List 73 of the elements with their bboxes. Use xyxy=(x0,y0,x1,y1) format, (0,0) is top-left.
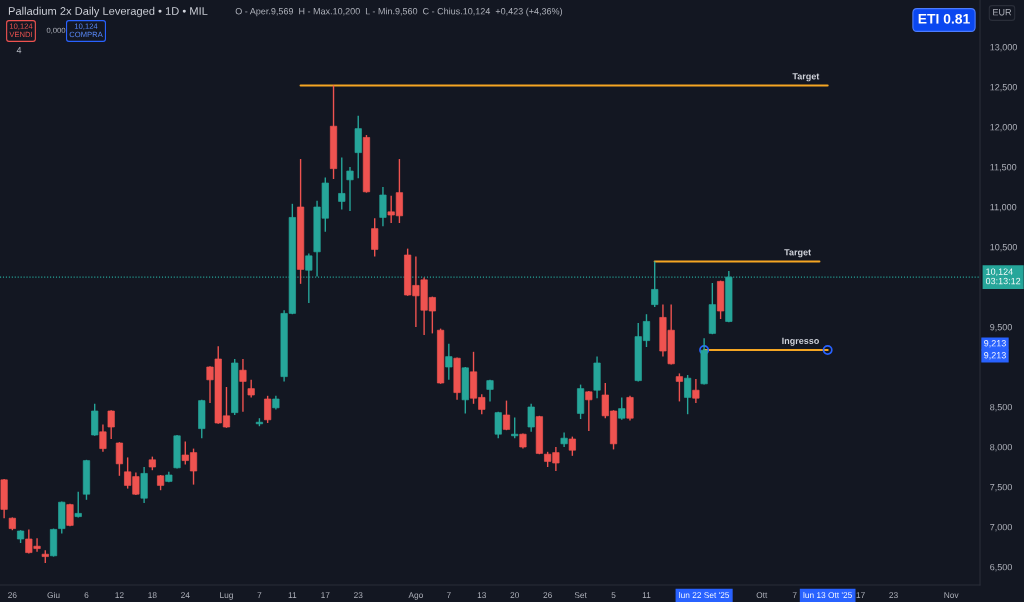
x-tick-label: 18 xyxy=(148,592,157,599)
candlestick xyxy=(264,395,272,424)
candlestick xyxy=(354,115,362,179)
candlestick xyxy=(626,395,634,422)
candlestick xyxy=(618,396,626,421)
annotation: ETI 0.81 xyxy=(918,13,970,24)
candlestick xyxy=(99,423,107,453)
x-tick-label: Ago xyxy=(408,592,423,600)
y-tick-label: 10,500 xyxy=(990,243,1017,252)
x-tick-label: 17 xyxy=(321,592,330,598)
x-tick-label: 11 xyxy=(642,592,651,598)
candlestick xyxy=(684,374,692,415)
text: O - Aper.9,569 H - Max.10,200 L - Min.9,560 C - Chius.10,124 +0,423 (+4,36%) xyxy=(235,7,563,17)
x-tick-label: 23 xyxy=(354,592,363,599)
candlestick xyxy=(445,343,453,381)
y-tick-label: 11,000 xyxy=(990,203,1017,212)
candlestick xyxy=(115,441,123,477)
text: Palladium 2x Daily Leveraged • 1D • MIL xyxy=(8,6,208,18)
x-tick-label: 11 xyxy=(288,592,297,598)
y-tick-label: 11,500 xyxy=(990,164,1017,172)
x-tick-label: 13 xyxy=(477,592,487,599)
x-tick-label: 24 xyxy=(181,592,190,598)
y-tick-label: 9,500 xyxy=(990,323,1012,332)
x-tick-label: lun 13 Ott '25 xyxy=(803,591,852,599)
x-tick-label: Set xyxy=(574,592,587,599)
x-tick-label: Lug xyxy=(220,592,233,600)
candlestick xyxy=(494,411,502,439)
candlestick xyxy=(692,378,700,404)
x-tick-label: 26 xyxy=(543,592,552,599)
candlestick xyxy=(675,372,683,403)
candlestick xyxy=(338,156,346,211)
candlestick xyxy=(107,409,115,440)
candlestick xyxy=(585,390,593,432)
x-tick-label: lun 22 Set '25 xyxy=(679,591,730,599)
x-tick-label: 6 xyxy=(84,592,89,599)
x-tick-label: 7 xyxy=(792,592,797,598)
y-tick-label: 7,000 xyxy=(990,523,1012,532)
candlestick xyxy=(346,166,354,212)
x-tick-label: 7 xyxy=(257,592,262,598)
y-tick-label: 8,500 xyxy=(990,403,1012,412)
x-tick-label: 17 xyxy=(856,592,865,598)
x-tick-label: 7 xyxy=(446,592,451,598)
y-tick-label: 6,500 xyxy=(990,563,1012,572)
x-tick-label: 23 xyxy=(889,592,898,599)
candlestick xyxy=(239,358,247,413)
series-label: Target xyxy=(792,73,820,82)
y-tick-label: 12,500 xyxy=(990,84,1017,92)
x-tick-label: Giu xyxy=(47,591,60,599)
series-label: Ingresso xyxy=(782,337,819,346)
candlestick xyxy=(379,186,387,227)
y-tick-label: 8,000 xyxy=(990,443,1012,452)
text: 9,213 xyxy=(984,352,1006,360)
y-tick-label: 12,000 xyxy=(990,124,1017,132)
annotation: 4 xyxy=(16,47,22,54)
candlestick xyxy=(371,217,379,258)
x-tick-label: 5 xyxy=(611,592,616,599)
x-tick-label: Ott xyxy=(756,592,768,599)
series-label: Target xyxy=(784,249,811,258)
y-tick-label: 13,000 xyxy=(990,44,1017,52)
candlestick xyxy=(502,399,511,431)
candlestick xyxy=(91,403,99,437)
candlestick xyxy=(74,491,82,519)
x-tick-label: 12 xyxy=(115,592,124,598)
ref-line-label: 10,124 03:13:12 xyxy=(985,268,1021,285)
text: 9,213 xyxy=(984,340,1006,348)
x-tick-label: Nov xyxy=(944,592,959,599)
candlestick xyxy=(568,435,576,457)
x-tick-label: 20 xyxy=(510,592,520,599)
candlestick xyxy=(527,403,535,433)
text: EUR xyxy=(993,9,1012,16)
x-tick-label: 26 xyxy=(8,592,17,599)
candlestick xyxy=(511,416,519,439)
y-tick-label: 7,500 xyxy=(990,483,1012,492)
